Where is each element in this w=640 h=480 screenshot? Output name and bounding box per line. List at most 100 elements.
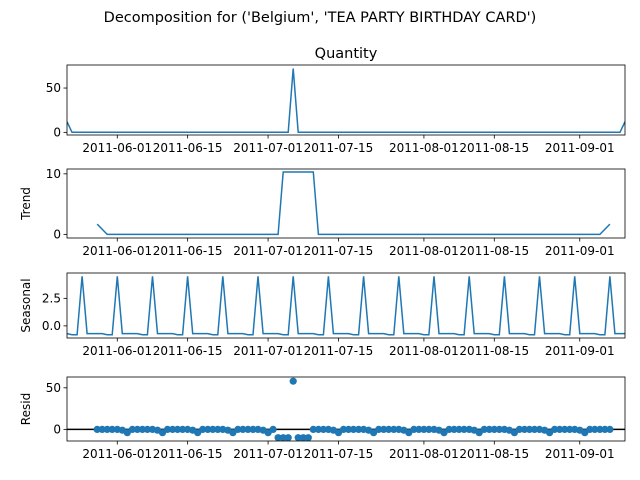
resid-point <box>485 425 493 433</box>
resid-point <box>525 425 534 433</box>
resid-point <box>93 425 101 433</box>
x-tick-label: 2011-06-15 <box>153 141 223 155</box>
panel-1: 0 50 2011-06-01 2011-06-15 2011-07-01 2011-07… <box>46 46 626 155</box>
axes-frame <box>66 64 626 136</box>
x-tick-label: 2011-09-01 <box>545 141 615 155</box>
resid-point <box>349 425 358 433</box>
resid-point <box>415 425 423 433</box>
panel-4: 0 50 2011-06-01 2011-06-15 2011-07-01 2011-07… <box>19 376 626 461</box>
resid-point <box>274 434 282 441</box>
x-tick-label: 2011-07-01 <box>233 244 303 258</box>
resid-point <box>455 425 463 433</box>
x-tick-label: 2011-06-01 <box>82 244 152 258</box>
resid-point <box>98 425 106 433</box>
resid-point <box>420 425 428 433</box>
resid-point <box>370 429 378 437</box>
resid-point <box>596 425 604 433</box>
resid-point <box>284 434 292 441</box>
resid-point <box>385 425 393 433</box>
panel-2: 0 10 2011-06-01 2011-06-15 2011-07-01 2011-07… <box>19 167 626 258</box>
series-line <box>96 171 611 236</box>
y-tick-label: 0.0 <box>42 319 61 333</box>
resid-point <box>490 425 498 433</box>
y-tick-label: 0 <box>53 422 61 436</box>
y-tick-label: 0 <box>53 227 61 241</box>
resid-point <box>344 425 353 433</box>
x-tick-label: 2011-06-01 <box>82 344 152 358</box>
resid-point <box>214 425 222 433</box>
resid-point <box>143 425 151 433</box>
panel-ylabel: Trend <box>19 187 33 221</box>
resid-point <box>445 425 453 433</box>
resid-point <box>530 425 539 433</box>
resid-point <box>480 425 488 433</box>
resid-point <box>460 425 468 433</box>
resid-point <box>128 425 136 433</box>
x-tick-label: 2011-08-01 <box>389 141 459 155</box>
series-line <box>67 276 625 336</box>
resid-point <box>103 425 111 433</box>
x-tick-label: 2011-06-15 <box>153 344 223 358</box>
x-tick-label: 2011-07-15 <box>304 244 374 258</box>
x-tick-label: 2011-06-15 <box>153 447 223 461</box>
x-tick-label: 2011-08-01 <box>389 244 459 258</box>
x-tick-label: 2011-07-15 <box>304 344 374 358</box>
series-line <box>67 68 625 134</box>
x-tick-label: 2011-08-15 <box>459 244 529 258</box>
resid-point <box>179 425 187 433</box>
resid-point <box>304 434 312 441</box>
x-tick-label: 2011-06-15 <box>153 244 223 258</box>
resid-point <box>606 425 614 433</box>
resid-point <box>133 425 141 433</box>
resid-point <box>239 425 247 433</box>
resid-point <box>380 425 388 433</box>
resid-point <box>566 425 574 433</box>
resid-point <box>515 425 524 433</box>
x-tick-label: 2011-08-15 <box>459 447 529 461</box>
resid-point <box>289 377 297 385</box>
resid-point <box>204 425 212 433</box>
resid-point <box>440 429 448 437</box>
x-tick-label: 2011-08-01 <box>389 447 459 461</box>
resid-point <box>561 425 569 433</box>
y-tick-label: 10 <box>46 167 61 181</box>
x-tick-label: 2011-06-01 <box>82 141 152 155</box>
axes-frame <box>66 376 626 442</box>
resid-point <box>410 425 418 433</box>
resid-point <box>123 429 131 437</box>
resid-point <box>294 434 302 441</box>
y-tick-label: 0 <box>53 125 61 139</box>
figure-suptitle: Decomposition for ('Belgium', 'TEA PARTY… <box>104 10 537 26</box>
resid-point <box>450 425 458 433</box>
x-tick-label: 2011-07-15 <box>304 447 374 461</box>
resid-point <box>390 425 398 433</box>
resid-point <box>249 425 257 433</box>
resid-point <box>244 425 252 433</box>
axes-frame <box>66 168 626 239</box>
resid-point <box>405 429 413 437</box>
y-tick-label: 50 <box>46 81 61 95</box>
x-tick-label: 2011-08-01 <box>389 344 459 358</box>
y-tick-label: 2.5 <box>42 291 61 305</box>
x-tick-label: 2011-07-01 <box>233 447 303 461</box>
resid-point <box>309 425 317 433</box>
resid-point <box>169 425 177 433</box>
resid-point <box>174 425 182 433</box>
panel-ylabel: Seasonal <box>19 278 33 332</box>
resid-point <box>586 425 594 433</box>
panel-title: Quantity <box>315 46 378 62</box>
x-tick-label: 2011-09-01 <box>545 244 615 258</box>
panel-ylabel: Resid <box>19 393 33 425</box>
y-tick-label: 50 <box>46 381 61 395</box>
resid-point <box>199 425 207 433</box>
x-tick-label: 2011-09-01 <box>545 447 615 461</box>
x-tick-label: 2011-08-15 <box>459 344 529 358</box>
x-tick-label: 2011-07-01 <box>233 344 303 358</box>
resid-point <box>601 425 609 433</box>
resid-point <box>234 425 242 433</box>
resid-point <box>591 425 599 433</box>
resid-point <box>375 425 383 433</box>
